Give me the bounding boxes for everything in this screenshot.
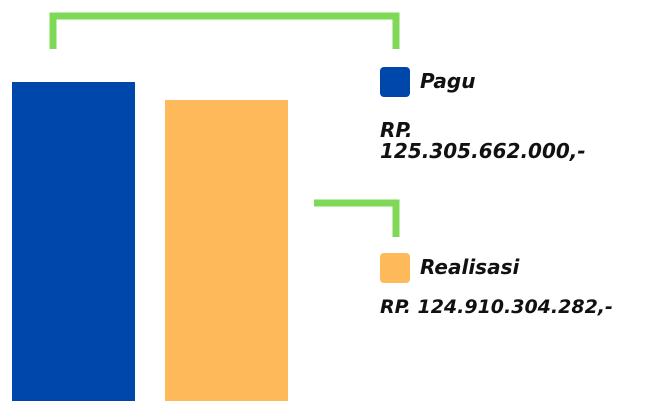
pagu-label: Pagu — [420, 69, 476, 93]
realisasi-label: Realisasi — [420, 255, 520, 279]
pagu-legend-swatch — [380, 67, 410, 97]
realisasi-bracket — [314, 199, 400, 237]
pagu-amount: RP. 125.305.662.000,- — [380, 118, 586, 163]
realisasi-bar — [165, 100, 288, 401]
pagu-bar — [12, 82, 135, 401]
realisasi-legend-swatch — [380, 253, 410, 283]
pagu-bracket — [49, 12, 400, 49]
realisasi-amount: RP. 124.910.304.282,- — [380, 296, 613, 318]
